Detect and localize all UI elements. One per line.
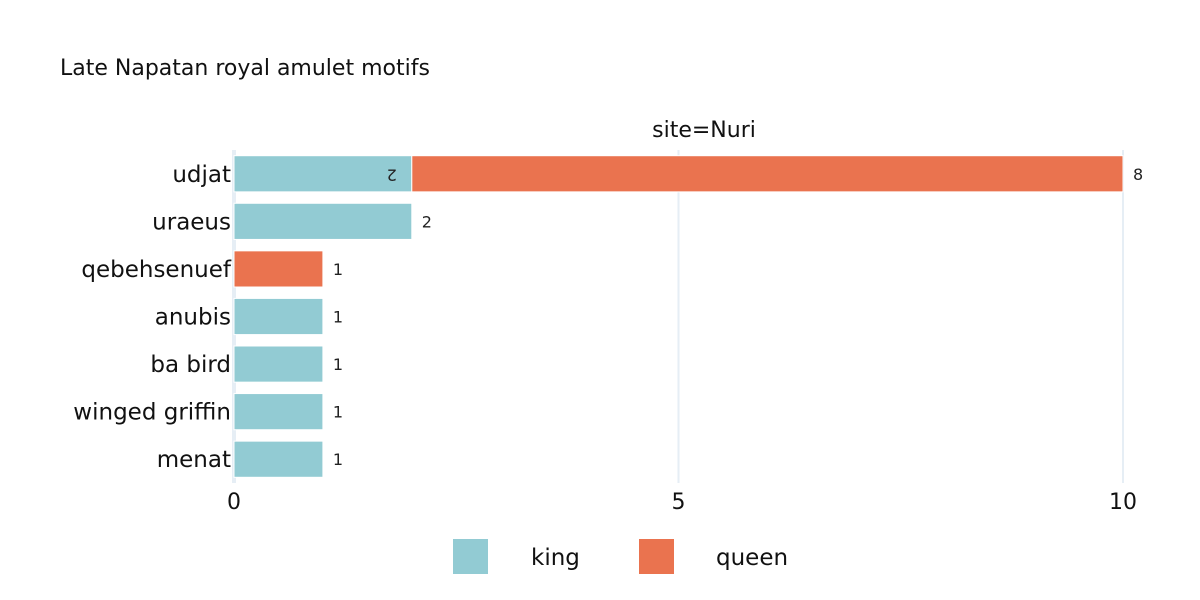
category-labels: udjat uraeus qebehsenuef anubis ba bird winge… <box>73 162 232 473</box>
data-label: 2 <box>387 165 397 184</box>
bars <box>233 155 1124 478</box>
category-label: uraeus <box>152 209 231 235</box>
facet-label: site=Nuri <box>652 118 756 143</box>
x-tick-label: 0 <box>227 490 241 515</box>
x-tick-labels: 0 5 10 <box>227 490 1137 515</box>
data-label: 1 <box>333 403 343 422</box>
legend-swatch-king <box>453 539 488 574</box>
bar-queen-udjat <box>411 155 1124 193</box>
legend-label-king: king <box>531 545 580 571</box>
legend: king queen <box>453 539 788 574</box>
category-label: anubis <box>155 305 231 331</box>
data-label: 1 <box>333 355 343 374</box>
category-label: ba bird <box>150 352 231 378</box>
bar-king-ba-bird <box>233 345 324 383</box>
bar-king-uraeus <box>233 202 413 240</box>
data-label: 1 <box>333 450 343 469</box>
category-label: menat <box>157 447 231 473</box>
x-tick-label: 5 <box>672 490 686 515</box>
legend-swatch-queen <box>639 539 674 574</box>
category-label: winged griffin <box>73 400 231 426</box>
gridlines <box>232 150 1124 483</box>
bar-king-udjat <box>233 155 413 193</box>
bar-queen-qebehsenuef <box>233 250 324 288</box>
bar-king-menat <box>233 440 324 478</box>
bar-king-anubis <box>233 297 324 336</box>
data-label: 2 <box>422 212 432 231</box>
bar-king-winged-griffin <box>233 393 324 431</box>
chart-title: Late Napatan royal amulet motifs <box>60 56 430 81</box>
x-tick-label: 10 <box>1109 490 1137 515</box>
data-label: 1 <box>333 260 343 279</box>
legend-label-queen: queen <box>716 545 788 571</box>
data-labels: 2 8 2 1 1 1 1 1 <box>333 165 1143 469</box>
data-label: 1 <box>333 308 343 327</box>
data-label: 8 <box>1133 165 1143 184</box>
category-label: qebehsenuef <box>81 257 232 283</box>
category-label: udjat <box>172 162 231 188</box>
